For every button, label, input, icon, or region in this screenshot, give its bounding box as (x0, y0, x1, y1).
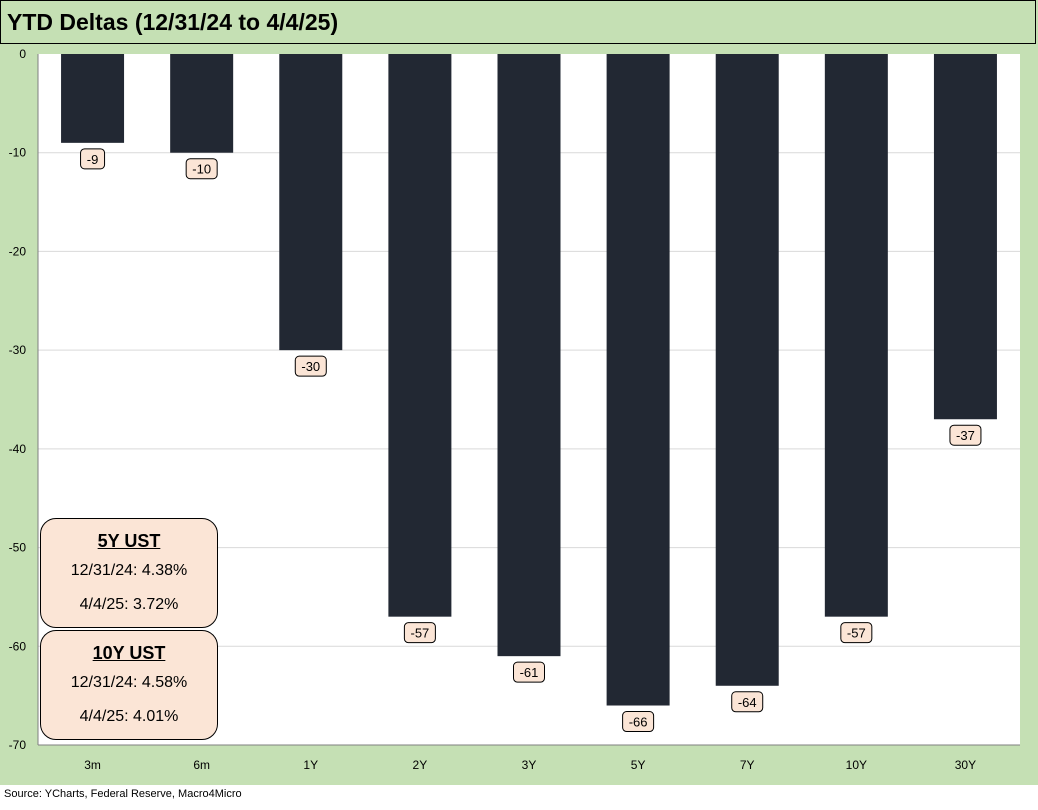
x-category-label: 1Y (303, 758, 318, 772)
x-category-label: 3Y (522, 758, 537, 772)
y-tick-label: -30 (9, 343, 27, 357)
callout-line-start: 12/31/24: 4.38% (70, 562, 188, 579)
data-label: -61 (520, 665, 539, 680)
callout-5y-ust: 5Y UST 12/31/24: 4.38% 4/4/25: 3.72% (40, 518, 218, 628)
bar-1y (279, 54, 343, 351)
data-label-box (513, 661, 545, 683)
data-label-box (949, 424, 982, 446)
data-label: -10 (192, 162, 211, 177)
bar-6m (170, 54, 234, 153)
callout-line-end: 4/4/25: 3.72% (79, 596, 179, 613)
data-label: -64 (738, 695, 757, 710)
y-tick-label: 0 (19, 47, 26, 61)
y-tick-label: -50 (9, 541, 27, 555)
x-category-label: 3m (84, 758, 101, 772)
x-category-label: 6m (193, 758, 210, 772)
y-tick-label: -60 (9, 639, 27, 653)
data-label: -57 (410, 626, 429, 641)
y-tick-label: -40 (9, 442, 27, 456)
bar-3m (61, 54, 125, 143)
x-category-label: 7Y (740, 758, 755, 772)
bar-7y (715, 54, 779, 686)
title-bar: YTD Deltas (12/31/24 to 4/4/25) (0, 0, 1036, 44)
data-label-box (294, 355, 327, 377)
y-tick-label: -70 (9, 738, 27, 752)
callout-line-start: 12/31/24: 4.58% (70, 674, 188, 691)
callout-10y-ust: 10Y UST 12/31/24: 4.58% 4/4/25: 4.01% (40, 630, 218, 740)
bar-30y (933, 54, 997, 420)
x-category-label: 2Y (413, 758, 428, 772)
data-label: -30 (301, 359, 320, 374)
x-category-label: 5Y (631, 758, 646, 772)
data-label: -57 (847, 626, 866, 641)
data-label: -37 (956, 428, 975, 443)
data-label-box (403, 622, 436, 644)
bar-5y (606, 54, 670, 706)
bar-3y (497, 54, 561, 657)
x-category-label: 30Y (955, 758, 976, 772)
bar-chart: 0 -10 -20 -30 -40 -50 -60 -70 -9 3m -10 6m -30 1Y -57 2… (9, 47, 1020, 772)
data-label-box (622, 711, 655, 733)
y-tick-label: -20 (9, 244, 27, 258)
callout-title: 5Y UST (97, 531, 161, 551)
chart-title: YTD Deltas (12/31/24 to 4/4/25) (7, 9, 339, 35)
callout-title: 10Y UST (92, 643, 166, 663)
x-category-label: 10Y (846, 758, 867, 772)
callout-line-end: 4/4/25: 4.01% (79, 708, 179, 725)
data-label-box (731, 691, 764, 713)
data-label-box (840, 622, 873, 644)
source-note: Source: YCharts, Federal Reserve, Macro4… (4, 788, 242, 800)
bar-10y (824, 54, 888, 617)
data-label: -9 (87, 152, 99, 167)
data-label: -66 (629, 715, 648, 730)
data-label-box (80, 148, 106, 170)
data-label-box (185, 158, 218, 180)
bar-2y (388, 54, 452, 617)
y-tick-label: -10 (9, 146, 27, 160)
